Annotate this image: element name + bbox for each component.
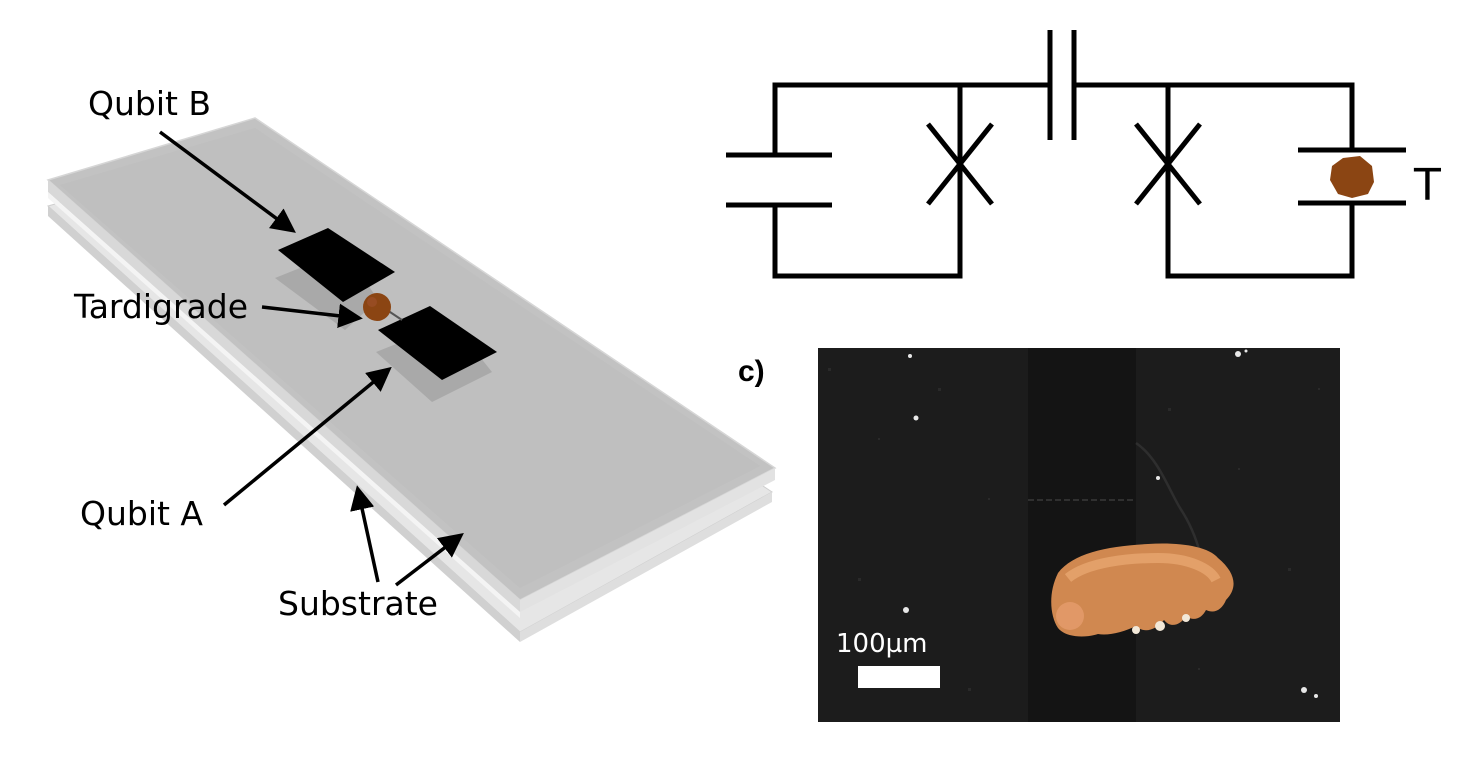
substrate-arrow-1 (350, 485, 380, 583)
panel-c-label: c) (738, 355, 765, 388)
circuit-svg: T (726, 30, 1441, 279)
tardigrade-t-label: T (1413, 160, 1441, 211)
left-junction-x-2 (926, 122, 994, 206)
qubit-a-label: Qubit A (80, 494, 203, 533)
qubit-b-label: Qubit B (88, 84, 211, 123)
scale-bar (858, 666, 940, 688)
metal-strip (1028, 348, 1136, 722)
qubit-a-pad (378, 306, 497, 380)
substrate-label: Substrate (278, 584, 438, 623)
fiber (1135, 441, 1202, 554)
tardigrade-label: Tardigrade (73, 287, 248, 326)
microscope-image: 100µm (818, 348, 1340, 722)
microscope-svg: 100µm (818, 348, 1340, 722)
scale-bar-label: 100µm (836, 629, 928, 659)
tardigrade-blob (363, 293, 391, 321)
circuit-wires (726, 30, 1406, 279)
background-texture (828, 368, 1320, 691)
substrate-arrow-2 (394, 533, 464, 587)
tardigrade-specimen (1051, 543, 1234, 637)
qubit-b-pad (278, 228, 395, 302)
circuit-diagram: T (700, 0, 1460, 320)
bright-specks (903, 349, 1318, 698)
device-schematic-svg: Qubit B Tardigrade Qubit A Substrate (46, 84, 777, 642)
qubit-b-arrow (158, 130, 296, 233)
right-junction-x-2 (1134, 122, 1202, 206)
qubit-a-arrow (222, 366, 392, 507)
tardigrade-arrow (261, 303, 363, 328)
tardigrade-in-capacitor (1330, 156, 1374, 198)
device-schematic: Qubit B Tardigrade Qubit A Substrate (46, 84, 777, 642)
